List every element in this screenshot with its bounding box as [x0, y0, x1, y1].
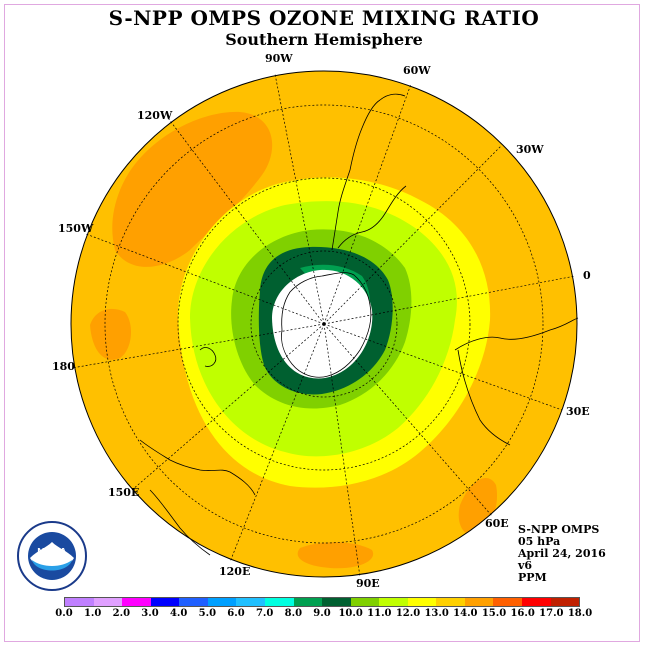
- colorbar-cell: [93, 598, 123, 606]
- australia-west: [149, 489, 211, 556]
- map-title: S-NPP OMPS OZONE MIXING RATIO: [108, 6, 540, 30]
- colorbar-cell: [264, 598, 294, 606]
- meridian-0: [323, 275, 576, 325]
- colorbar-cell: [236, 598, 265, 606]
- colorbar-cell: [464, 598, 494, 606]
- info-date: April 24, 2016: [518, 547, 606, 560]
- colorbar-tick-label: 11.0: [367, 608, 392, 619]
- lon-label-0: 0: [583, 269, 591, 282]
- colorbar-ticks: 0.0 1.0 2.0 3.0 4.0 5.0 6.0 7.0 8.0 9.0 10.0 11.0 12…: [55, 608, 592, 622]
- latitude-circle-inner: [250, 250, 398, 398]
- info-level: 05 hPa: [518, 535, 561, 548]
- antarctica-coast: [281, 272, 372, 378]
- colorbar-cell: [322, 598, 351, 606]
- colorbar-cell: [522, 598, 551, 606]
- colorbar-tick-label: 9.0: [313, 608, 331, 619]
- latitude-circle-middle: [177, 177, 471, 471]
- colorbar-tick-label: 7.0: [255, 608, 274, 619]
- colorbar-tick-label: 2.0: [112, 608, 131, 619]
- colorbar-tick-label: 1.0: [83, 608, 102, 619]
- colorbar-cell: [207, 598, 237, 606]
- colorbar-tick-label: 3.0: [141, 608, 159, 619]
- coastlines: [139, 93, 579, 556]
- meridian-120E: [229, 323, 325, 563]
- lon-label-90W: 90W: [265, 52, 293, 65]
- colorbar-tick-label: 6.0: [227, 608, 245, 619]
- colorbar-cell: [436, 598, 465, 606]
- lon-label-120E: 120E: [219, 565, 250, 578]
- lon-label-150E: 150E: [108, 486, 139, 499]
- info-version: v6: [518, 559, 533, 572]
- colorbar-cell: [350, 598, 380, 606]
- south-america-inner: [337, 185, 407, 249]
- colorbar-cell: [122, 598, 151, 606]
- colorbar-tick-label: 8.0: [284, 608, 303, 619]
- south-america-coast: [331, 93, 406, 251]
- colorbar-tick-label: 12.0: [395, 608, 421, 619]
- africa-south: [457, 349, 511, 446]
- meridian-90W: [274, 73, 325, 325]
- info-units: PPM: [518, 571, 547, 584]
- meridian-60E: [323, 323, 493, 517]
- colorbar-cell: [150, 598, 180, 606]
- colorbar-tick-label: 17.0: [539, 608, 564, 619]
- colorbar-tick-label: 0.0: [55, 608, 73, 619]
- orange-patch-northwest: [112, 111, 273, 267]
- colorbar-tick-label: 16.0: [510, 608, 535, 619]
- lon-label-180: 180: [52, 360, 75, 373]
- longitude-labels: 90W 60W 30W 0 30E 60E 90E 120E 150E 180 …: [52, 52, 591, 590]
- colorbar-tick-label: 5.0: [198, 608, 217, 619]
- map-border: [70, 70, 578, 578]
- south-pole-dot: [322, 322, 326, 326]
- meridian-60W: [323, 83, 412, 325]
- colorbar-cell: [407, 598, 437, 606]
- lon-label-90E: 90E: [356, 577, 380, 590]
- meridian-180: [71, 323, 325, 369]
- latitude-circle-outer: [104, 104, 544, 544]
- graticule: [71, 73, 576, 578]
- info-block: S-NPP OMPS 05 hPa April 24, 2016 v6 PPM: [518, 524, 606, 584]
- meridian-90E: [323, 323, 361, 578]
- colorbar-tick-label: 10.0: [338, 608, 363, 619]
- figure-frame: [4, 4, 640, 642]
- noaa-logo: NOAA: [17, 521, 87, 591]
- info-instrument: S-NPP OMPS: [518, 523, 600, 536]
- colorbar-tick-label: 13.0: [424, 608, 449, 619]
- colorbar-cell: [65, 598, 94, 606]
- colorbar-tick-label: 14.0: [453, 608, 478, 619]
- meridian-30W: [323, 145, 502, 325]
- colorbar: [64, 597, 580, 607]
- colorbar-cell: [179, 598, 208, 606]
- colorbar-tick-label: 18.0: [567, 608, 593, 619]
- meridian-150W: [85, 233, 325, 325]
- orange-patch-west: [90, 308, 132, 360]
- colorbar-cell: [493, 598, 522, 606]
- colorbar-cell: [550, 598, 580, 606]
- australia-coast: [139, 439, 256, 496]
- colorbar-cell: [379, 598, 408, 606]
- noaa-logo-text: NOAA: [37, 547, 66, 558]
- new-zealand-coast: [199, 347, 217, 367]
- colorbar-tick-label: 4.0: [169, 608, 188, 619]
- meridian-120W: [167, 117, 325, 325]
- lon-label-120W: 120W: [137, 109, 173, 122]
- colorbar-cell: [293, 598, 323, 606]
- lon-label-150W: 150W: [58, 222, 94, 235]
- lon-label-60E: 60E: [485, 517, 509, 530]
- colorbar-tick-label: 15.0: [481, 608, 507, 619]
- lon-label-60W: 60W: [403, 64, 431, 77]
- lon-label-30E: 30E: [566, 405, 590, 418]
- orange-patch-south: [297, 542, 374, 569]
- map-subtitle: Southern Hemisphere: [225, 30, 423, 49]
- africa-coast: [454, 317, 579, 351]
- lon-label-30W: 30W: [516, 143, 544, 156]
